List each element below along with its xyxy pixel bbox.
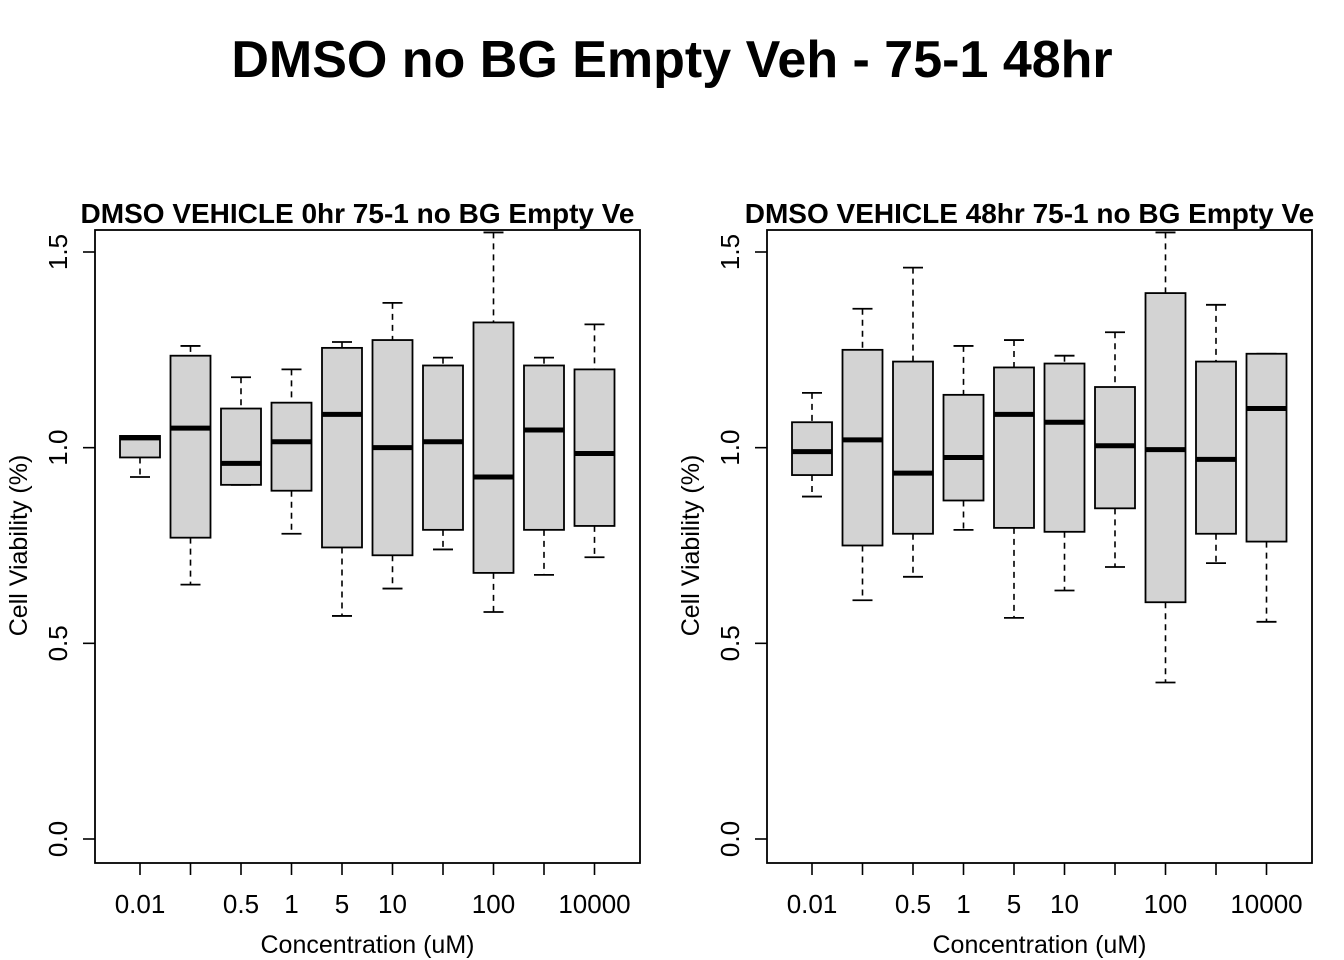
box-10: [573, 323, 616, 559]
box-9: [1195, 303, 1237, 565]
box-1: [791, 391, 833, 498]
y-tick-label: 0.0: [715, 821, 745, 857]
x-axis-label: Concentration (uM): [261, 931, 475, 959]
left-chart-panel: 0.0 0.5 1.0 1.5 0.01 0.5 1 5 10 100 10000 DMSO VEHI…: [5, 198, 641, 959]
plot-border: [94, 229, 641, 864]
box-iqr: [942, 393, 985, 502]
box-iqr: [573, 368, 616, 527]
y-tick-label: 1.5: [715, 234, 745, 270]
x-tick-label: 1: [956, 889, 970, 919]
y-tick-label: 0.0: [43, 821, 73, 857]
y-tick-label: 0.5: [43, 625, 73, 661]
right-chart-panel: 0.0 0.5 1.0 1.5 0.01 0.5 1 5 10 100 10000 DMSO VEHI…: [677, 198, 1314, 959]
box-iqr: [422, 364, 464, 531]
x-tick-label: 100: [1144, 889, 1187, 919]
x-tick-label: 100: [472, 889, 515, 919]
box-iqr: [472, 321, 515, 574]
box-group: [119, 231, 616, 617]
box-iqr: [220, 407, 262, 486]
box-iqr: [1245, 352, 1288, 543]
box-iqr: [169, 354, 212, 539]
box-iqr: [993, 366, 1035, 529]
box-8: [472, 231, 515, 613]
plot-border: [766, 229, 1313, 864]
x-tick-label: 10: [378, 889, 407, 919]
y-axis-label: Cell Viability (%): [677, 455, 705, 637]
box-group: [791, 231, 1288, 684]
box-iqr: [1043, 362, 1086, 533]
main-title: DMSO no BG Empty Veh - 75-1 48hr: [231, 31, 1113, 89]
x-axis-label: Concentration (uM): [933, 931, 1147, 959]
box-7: [422, 356, 464, 551]
box-7: [1094, 331, 1136, 568]
box-6: [371, 301, 414, 590]
y-axis-label: Cell Viability (%): [5, 455, 33, 637]
box-iqr: [791, 421, 833, 476]
box-1: [119, 435, 161, 478]
x-tick-label: 10000: [558, 889, 630, 919]
x-tick-label: 10: [1050, 889, 1079, 919]
panel-title: DMSO VEHICLE 0hr 75-1 no BG Empty Ve: [81, 198, 635, 229]
box-6: [1043, 354, 1086, 592]
box-5: [321, 341, 363, 617]
box-10: [1245, 352, 1288, 623]
x-tick-label: 0.5: [223, 889, 259, 919]
box-3: [892, 266, 934, 578]
box-9: [523, 356, 565, 576]
y-tick-label: 1.0: [43, 430, 73, 466]
box-iqr: [523, 364, 565, 531]
box-4: [270, 368, 313, 535]
x-tick-label: 1: [284, 889, 298, 919]
x-tick-label: 0.01: [787, 889, 838, 919]
box-4: [942, 345, 985, 531]
x-tick-label: 5: [1007, 889, 1021, 919]
box-8: [1144, 231, 1187, 684]
box-iqr: [270, 401, 313, 492]
x-tick-label: 10000: [1230, 889, 1302, 919]
y-tick-label: 1.5: [43, 234, 73, 270]
y-tick-label: 1.0: [715, 430, 745, 466]
box-iqr: [892, 360, 934, 535]
box-iqr: [841, 348, 884, 547]
box-iqr: [321, 346, 363, 549]
panel-title: DMSO VEHICLE 48hr 75-1 no BG Empty Ve: [745, 198, 1314, 229]
box-5: [993, 339, 1035, 619]
y-tick-label: 0.5: [715, 625, 745, 661]
box-2: [841, 307, 884, 602]
box-2: [169, 345, 212, 586]
x-tick-label: 0.5: [895, 889, 931, 919]
box-3: [220, 376, 262, 486]
x-tick-label: 5: [335, 889, 349, 919]
box-iqr: [1195, 360, 1237, 535]
x-tick-label: 0.01: [115, 889, 166, 919]
